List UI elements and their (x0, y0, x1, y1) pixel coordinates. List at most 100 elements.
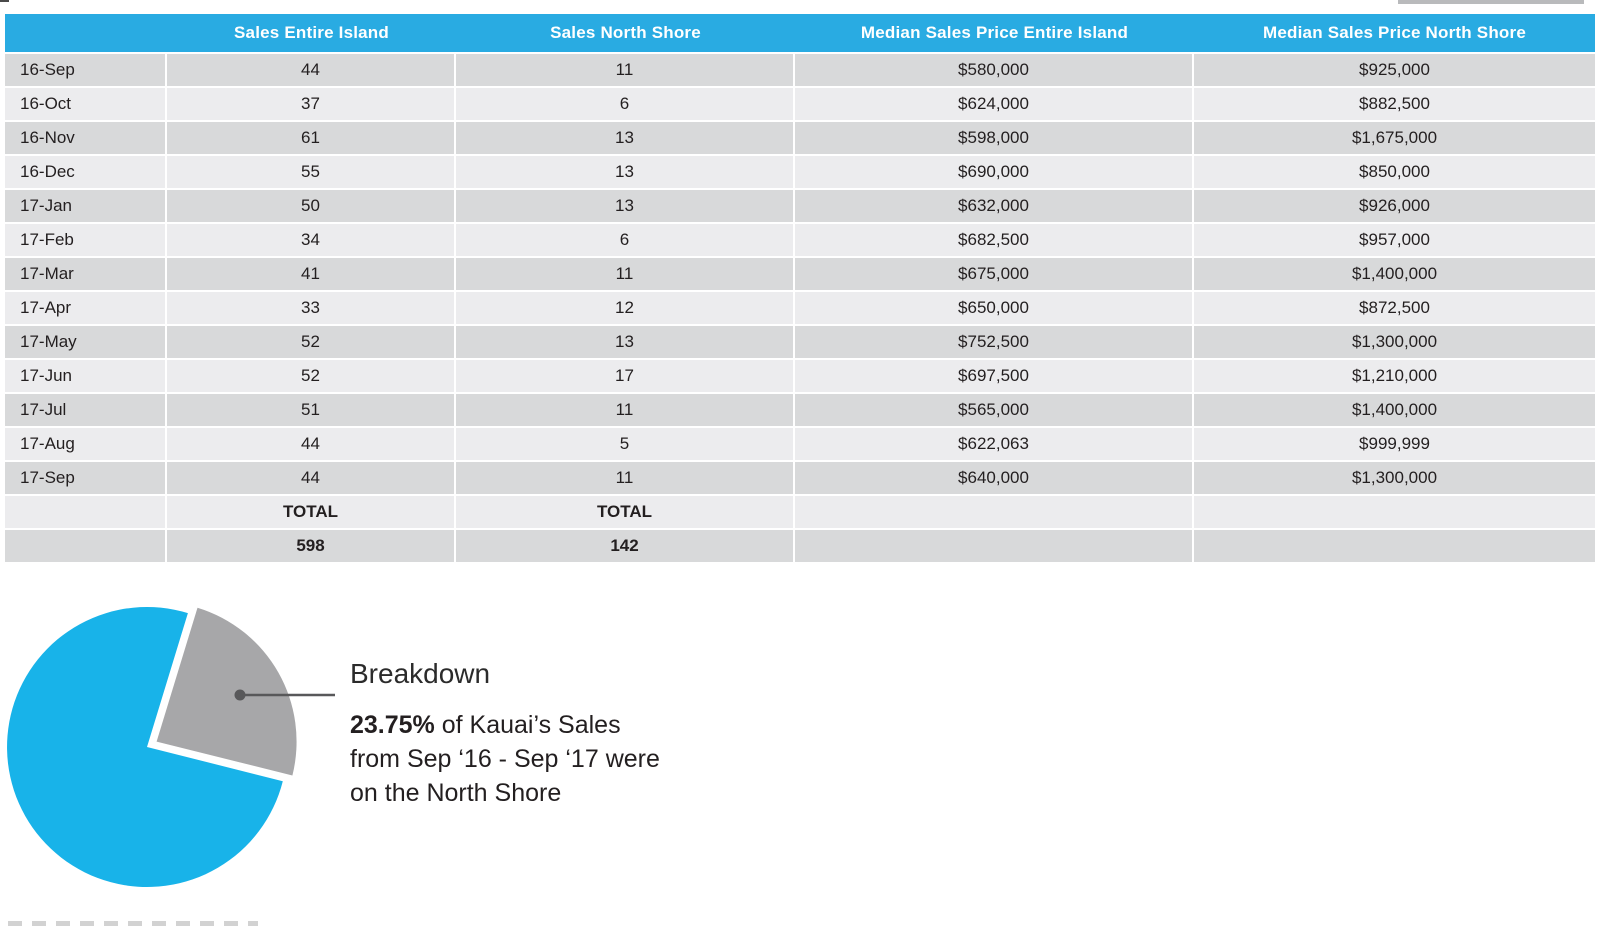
table-row: 16-Dec 55 13 $690,000 $850,000 (5, 156, 1595, 188)
value-cell: $925,000 (1194, 54, 1595, 86)
value-cell: $1,300,000 (1194, 326, 1595, 358)
callout-marker-dot (234, 689, 246, 701)
value-cell: 33 (167, 292, 456, 324)
table-row: 17-Sep 44 11 $640,000 $1,300,000 (5, 462, 1595, 494)
value-cell: 598 (167, 530, 456, 562)
value-cell: 13 (456, 122, 795, 154)
value-cell: 55 (167, 156, 456, 188)
month-cell: 17-Sep (5, 462, 167, 494)
callout-body: 23.75% of Kauai’s Sales from Sep ‘16 - S… (350, 708, 680, 810)
value-cell: $580,000 (795, 54, 1194, 86)
value-cell: $999,999 (1194, 428, 1595, 460)
column-header: Sales North Shore (456, 14, 795, 52)
value-cell: TOTAL (167, 496, 456, 528)
value-cell: 44 (167, 54, 456, 86)
value-cell: 13 (456, 190, 795, 222)
callout-title: Breakdown (350, 658, 491, 689)
value-cell: 17 (456, 360, 795, 392)
value-cell: 44 (167, 462, 456, 494)
month-cell: 17-Apr (5, 292, 167, 324)
value-cell (795, 496, 1194, 528)
value-cell: TOTAL (456, 496, 795, 528)
value-cell: 44 (167, 428, 456, 460)
month-cell: 17-Jul (5, 394, 167, 426)
callout-line1: of Kauai’s Sales (434, 711, 621, 739)
value-cell: $926,000 (1194, 190, 1595, 222)
value-cell: $850,000 (1194, 156, 1595, 188)
value-cell: $624,000 (795, 88, 1194, 120)
value-cell: 41 (167, 258, 456, 290)
table-row: 17-Feb 34 6 $682,500 $957,000 (5, 224, 1595, 256)
callout-line3: on the North Shore (350, 779, 562, 807)
table-row: 17-Apr 33 12 $650,000 $872,500 (5, 292, 1595, 324)
month-cell: 17-Jun (5, 360, 167, 392)
month-cell: 16-Sep (5, 54, 167, 86)
table-row: 17-Aug 44 5 $622,063 $999,999 (5, 428, 1595, 460)
value-cell: $675,000 (795, 258, 1194, 290)
value-cell: 34 (167, 224, 456, 256)
value-cell: $690,000 (795, 156, 1194, 188)
value-cell: $957,000 (1194, 224, 1595, 256)
month-cell (5, 530, 167, 562)
value-cell (1194, 530, 1595, 562)
pie-chart-svg (7, 607, 335, 888)
value-cell: $682,500 (795, 224, 1194, 256)
value-cell: 13 (456, 326, 795, 358)
table-row: 17-May 52 13 $752,500 $1,300,000 (5, 326, 1595, 358)
value-cell: $1,400,000 (1194, 258, 1595, 290)
cutoff-text-sliver (8, 921, 258, 926)
value-cell: 6 (456, 88, 795, 120)
value-cell: $872,500 (1194, 292, 1595, 324)
month-cell: 16-Dec (5, 156, 167, 188)
month-cell: 17-Jan (5, 190, 167, 222)
table-row: 17-Jul 51 11 $565,000 $1,400,000 (5, 394, 1595, 426)
value-cell: 11 (456, 394, 795, 426)
table-row: 17-Mar 41 11 $675,000 $1,400,000 (5, 258, 1595, 290)
value-cell: 5 (456, 428, 795, 460)
value-cell: $650,000 (795, 292, 1194, 324)
value-cell: 52 (167, 326, 456, 358)
value-cell: $640,000 (795, 462, 1194, 494)
value-cell: $598,000 (795, 122, 1194, 154)
value-cell: $1,210,000 (1194, 360, 1595, 392)
pie-slice-north-shore (156, 607, 297, 776)
cropped-edge-artifact (0, 0, 9, 2)
value-cell: 11 (456, 462, 795, 494)
pie-slice-entire-island (7, 607, 283, 888)
callout-percent: 23.75% (350, 711, 435, 739)
month-cell: 16-Oct (5, 88, 167, 120)
value-cell: $1,675,000 (1194, 122, 1595, 154)
month-cell: 17-Aug (5, 428, 167, 460)
table-header: Sales Entire Island Sales North Shore Medi… (5, 14, 1595, 52)
value-cell: $697,500 (795, 360, 1194, 392)
value-cell: 51 (167, 394, 456, 426)
value-cell: $565,000 (795, 394, 1194, 426)
table-row: 16-Oct 37 6 $624,000 $882,500 (5, 88, 1595, 120)
value-cell: 13 (456, 156, 795, 188)
value-cell: 11 (456, 54, 795, 86)
month-column-header (5, 14, 167, 52)
month-cell: 17-Mar (5, 258, 167, 290)
total-label-row: TOTAL TOTAL (5, 496, 1595, 528)
value-cell (795, 530, 1194, 562)
table-row: 16-Nov 61 13 $598,000 $1,675,000 (5, 122, 1595, 154)
table-row: 17-Jun 52 17 $697,500 $1,210,000 (5, 360, 1595, 392)
month-cell: 17-Feb (5, 224, 167, 256)
column-header: Sales Entire Island (167, 14, 456, 52)
value-cell: 6 (456, 224, 795, 256)
column-header: Median Sales Price Entire Island (795, 14, 1194, 52)
value-cell: $752,500 (795, 326, 1194, 358)
value-cell: $1,300,000 (1194, 462, 1595, 494)
callout-line2: from Sep ‘16 - Sep ‘17 were (350, 745, 660, 773)
table-row: 16-Sep 44 11 $580,000 $925,000 (5, 54, 1595, 86)
value-cell: 12 (456, 292, 795, 324)
month-cell (5, 496, 167, 528)
total-value-row: 598 142 (5, 530, 1595, 562)
pie-chart (0, 580, 340, 920)
value-cell: 61 (167, 122, 456, 154)
sales-table: Sales Entire Island Sales North Shore Medi… (5, 12, 1595, 564)
table-header-row: Sales Entire Island Sales North Shore Medi… (5, 14, 1595, 52)
month-cell: 16-Nov (5, 122, 167, 154)
table-body: 16-Sep 44 11 $580,000 $925,000 16-Oct 37 6 $624,… (5, 54, 1595, 562)
value-cell: 11 (456, 258, 795, 290)
